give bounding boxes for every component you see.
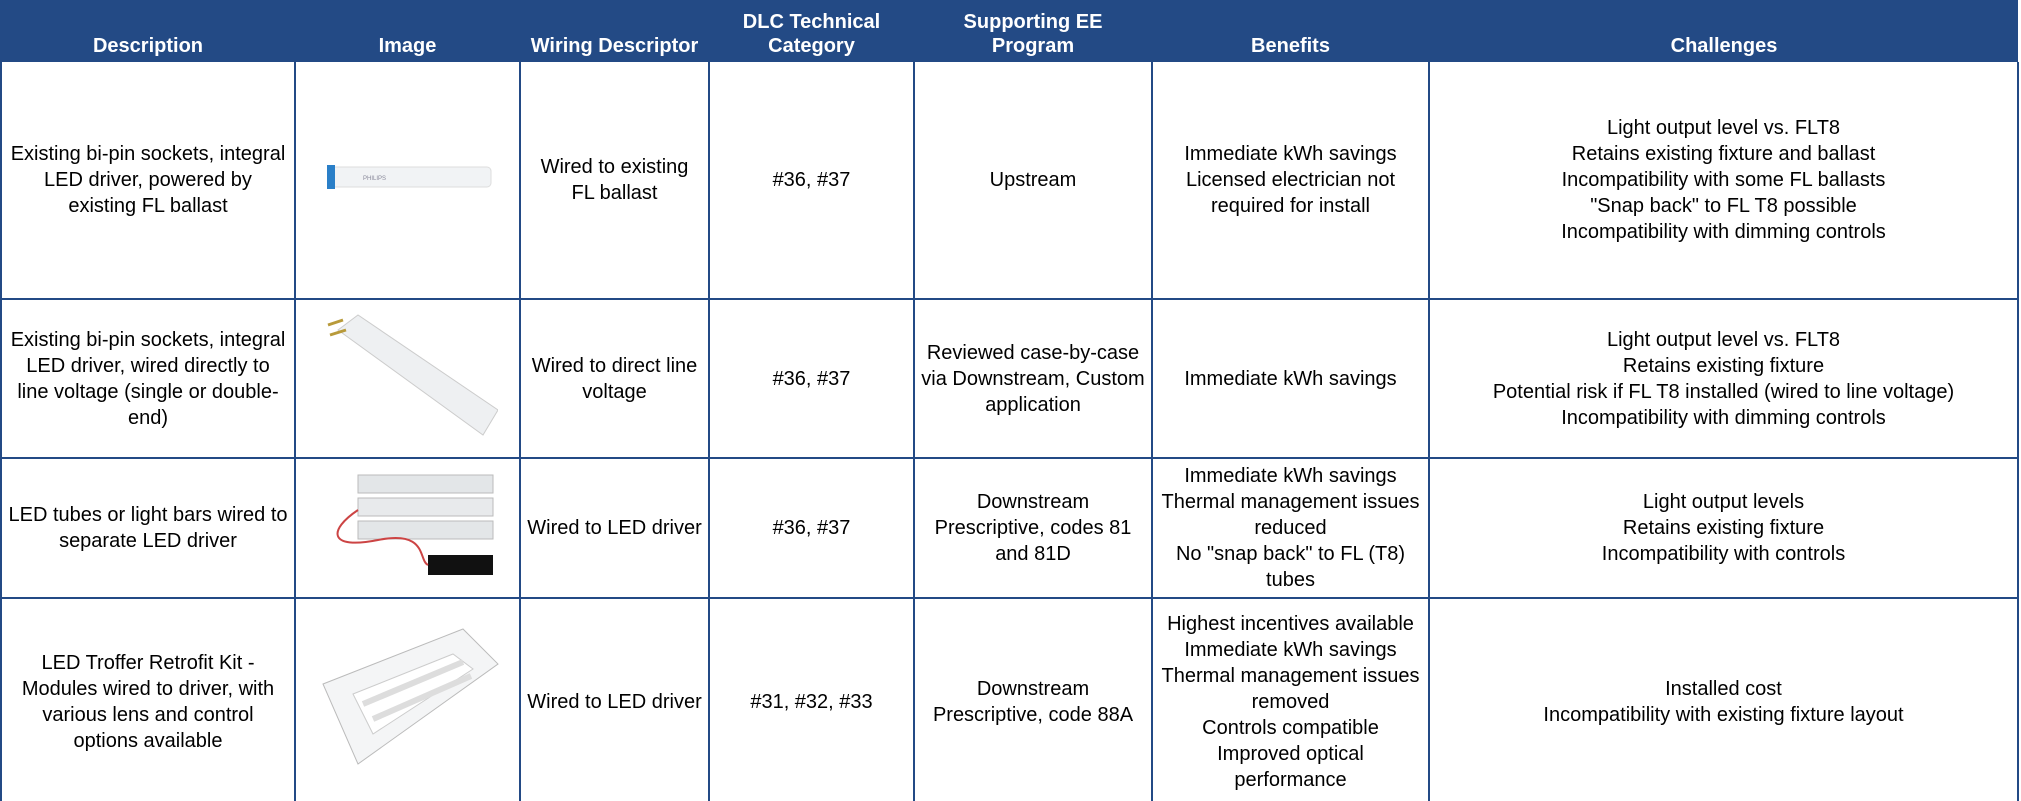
- description-cell: LED tubes or light bars wired to separat…: [1, 458, 295, 598]
- product-image: [318, 310, 498, 440]
- program-cell: Upstream: [914, 62, 1152, 299]
- benefit-item: Immediate kWh savings: [1159, 637, 1422, 663]
- table-row: Existing bi-pin sockets, integral LED dr…: [1, 62, 2018, 299]
- column-header: Description: [1, 0, 295, 62]
- benefit-item: Immediate kWh savings: [1159, 366, 1422, 392]
- challenge-item: Retains existing fixture: [1436, 353, 2011, 379]
- benefit-item: Immediate kWh savings: [1159, 141, 1422, 167]
- svg-text:PHILIPS: PHILIPS: [363, 176, 386, 182]
- dlc-cell: #36, #37: [709, 299, 914, 458]
- table-row: Existing bi-pin sockets, integral LED dr…: [1, 299, 2018, 458]
- benefit-item: Controls compatible: [1159, 715, 1422, 741]
- challenge-item: Light output level vs. FLT8: [1436, 327, 2011, 353]
- challenge-item: Light output level vs. FLT8: [1436, 115, 2011, 141]
- column-header: DLC Technical Category: [709, 0, 914, 62]
- description-cell: Existing bi-pin sockets, integral LED dr…: [1, 299, 295, 458]
- lighting-table: DescriptionImageWiring DescriptorDLC Tec…: [0, 0, 2019, 801]
- benefit-item: No "snap back" to FL (T8) tubes: [1159, 541, 1422, 593]
- program-cell: Downstream Prescriptive, code 88A: [914, 598, 1152, 801]
- challenge-item: Incompatibility with existing fixture la…: [1436, 702, 2011, 728]
- image-cell: [295, 458, 520, 598]
- challenge-item: Installed cost: [1436, 676, 2011, 702]
- dlc-cell: #36, #37: [709, 62, 914, 299]
- challenge-item: Potential risk if FL T8 installed (wired…: [1436, 379, 2011, 405]
- challenge-item: Retains existing fixture: [1436, 515, 2011, 541]
- column-header: Image: [295, 0, 520, 62]
- product-image: PHILIPS: [323, 157, 493, 197]
- program-cell: Downstream Prescriptive, codes 81 and 81…: [914, 458, 1152, 598]
- column-header: Challenges: [1429, 0, 2018, 62]
- challenge-item: Retains existing fixture and ballast: [1436, 141, 2011, 167]
- challenge-item: "Snap back" to FL T8 possible: [1436, 193, 2011, 219]
- column-header: Supporting EE Program: [914, 0, 1152, 62]
- challenge-item: Incompatibility with dimming controls: [1436, 219, 2011, 245]
- challenge-item: Incompatibility with dimming controls: [1436, 405, 2011, 431]
- benefit-item: Thermal management issues reduced: [1159, 489, 1422, 541]
- table-row: LED Troffer Retrofit Kit - Modules wired…: [1, 598, 2018, 801]
- product-image: [318, 470, 498, 580]
- product-image: [313, 624, 503, 774]
- dlc-cell: #31, #32, #33: [709, 598, 914, 801]
- challenge-item: Light output levels: [1436, 489, 2011, 515]
- table-body: Existing bi-pin sockets, integral LED dr…: [1, 62, 2018, 801]
- benefits-cell: Immediate kWh savings: [1152, 299, 1429, 458]
- wiring-cell: Wired to LED driver: [520, 458, 709, 598]
- benefit-item: Thermal management issues removed: [1159, 663, 1422, 715]
- wiring-cell: Wired to LED driver: [520, 598, 709, 801]
- table-row: LED tubes or light bars wired to separat…: [1, 458, 2018, 598]
- dlc-cell: #36, #37: [709, 458, 914, 598]
- description-cell: LED Troffer Retrofit Kit - Modules wired…: [1, 598, 295, 801]
- image-cell: [295, 299, 520, 458]
- image-cell: PHILIPS: [295, 62, 520, 299]
- challenge-item: Incompatibility with some FL ballasts: [1436, 167, 2011, 193]
- image-cell: [295, 598, 520, 801]
- wiring-cell: Wired to existing FL ballast: [520, 62, 709, 299]
- wiring-cell: Wired to direct line voltage: [520, 299, 709, 458]
- program-cell: Reviewed case-by-case via Downstream, Cu…: [914, 299, 1152, 458]
- benefit-item: Licensed electrician not required for in…: [1159, 167, 1422, 219]
- challenge-item: Incompatibility with controls: [1436, 541, 2011, 567]
- column-header: Wiring Descriptor: [520, 0, 709, 62]
- description-cell: Existing bi-pin sockets, integral LED dr…: [1, 62, 295, 299]
- benefit-item: Highest incentives available: [1159, 611, 1422, 637]
- column-header: Benefits: [1152, 0, 1429, 62]
- benefit-item: Improved optical performance: [1159, 741, 1422, 793]
- benefit-item: Immediate kWh savings: [1159, 463, 1422, 489]
